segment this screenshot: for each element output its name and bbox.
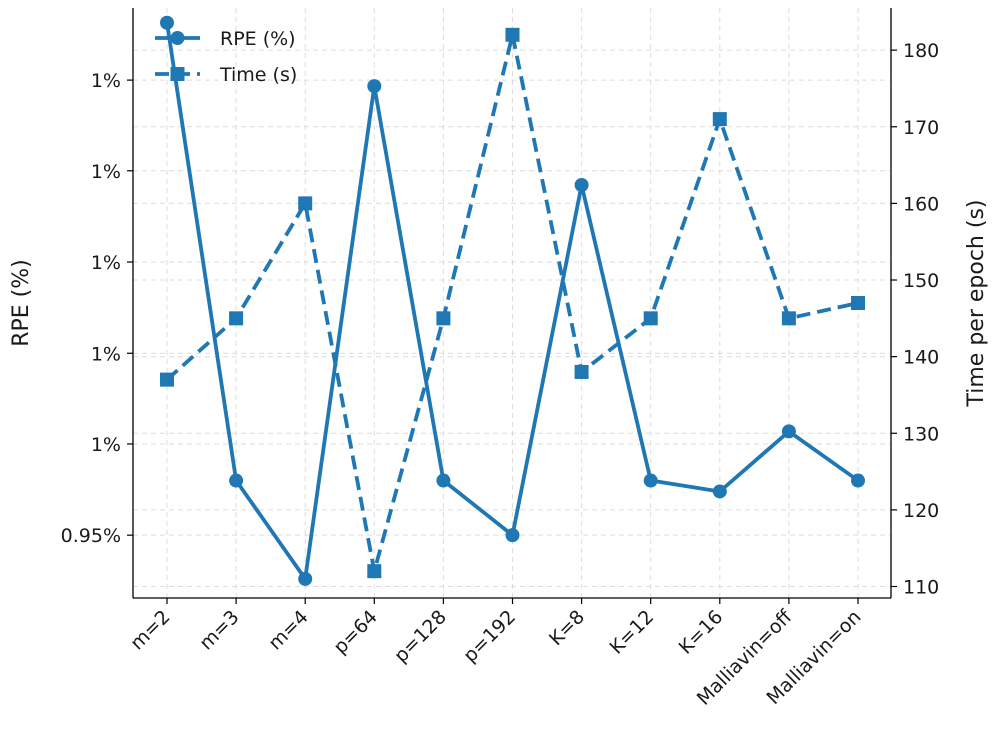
y-tick-label: 1% [91, 161, 121, 183]
data-point-time-s [643, 311, 658, 326]
y-tick-label: 1% [91, 70, 121, 92]
y2-tick-label: 150 [903, 270, 939, 292]
x-tick-label: p=64 [329, 606, 381, 658]
y-axis-label: RPE (%) [9, 259, 34, 347]
x-tick-label: K=16 [675, 606, 728, 659]
y2-tick-label: 180 [903, 40, 939, 62]
data-point-rpe [436, 473, 451, 488]
legend-marker [170, 31, 185, 45]
y2-tick-label: 170 [903, 117, 939, 139]
data-point-rpe [781, 424, 796, 439]
data-point-rpe [229, 473, 244, 488]
x-tick-label: p=192 [459, 606, 520, 667]
series-line-time-s [165, 32, 859, 574]
data-point-rpe [367, 79, 382, 94]
data-point-time-s [712, 112, 727, 127]
data-point-rpe [851, 473, 865, 488]
axes [127, 8, 897, 604]
axis-labels: 0.95% 1% 1% 1% 1% 1% 110 120 130 140 150 160 170 180 m… [9, 40, 989, 710]
data-point-time-s [436, 311, 451, 326]
y2-tick-label: 140 [903, 347, 939, 369]
data-point-rpe [712, 484, 727, 499]
x-tick-label: K=12 [606, 606, 659, 659]
y-tick-label: 1% [91, 252, 121, 274]
data-point-time-s [505, 27, 520, 42]
data-point-time-s [367, 564, 382, 579]
data-point-time-s [298, 196, 313, 211]
data-point-rpe [298, 571, 313, 586]
legend-label: RPE (%) [220, 28, 296, 50]
series [160, 15, 865, 586]
data-point-time-s [851, 296, 865, 310]
data-point-rpe [505, 528, 520, 543]
x-tick-label: m=4 [264, 606, 312, 654]
x-tick-label: K=8 [545, 606, 589, 650]
y2-tick-label: 120 [903, 500, 939, 522]
y2-tick-label: 160 [903, 193, 939, 215]
data-point-time-s [781, 311, 796, 326]
x-tick-label: m=3 [195, 606, 243, 654]
data-point-rpe [574, 178, 589, 192]
y-tick-label: 1% [91, 343, 121, 365]
y-tick-label: 1% [91, 434, 121, 456]
data-point-rpe [160, 15, 174, 30]
x-tick-label: p=128 [390, 606, 451, 667]
y-tick-label: 0.95% [61, 525, 121, 547]
legend-label: Time (s) [219, 64, 297, 86]
y2-axis-label: Time per epoch (s) [964, 200, 989, 408]
data-point-rpe [643, 473, 658, 488]
data-point-time-s [574, 364, 589, 379]
data-point-time-s [160, 372, 174, 387]
legend: RPE (%) Time (s) [155, 28, 297, 86]
x-tick-label: m=2 [126, 606, 174, 654]
legend-marker [170, 67, 185, 81]
y2-tick-label: 130 [903, 423, 939, 445]
y2-tick-label: 110 [903, 577, 939, 599]
data-point-time-s [229, 311, 244, 326]
